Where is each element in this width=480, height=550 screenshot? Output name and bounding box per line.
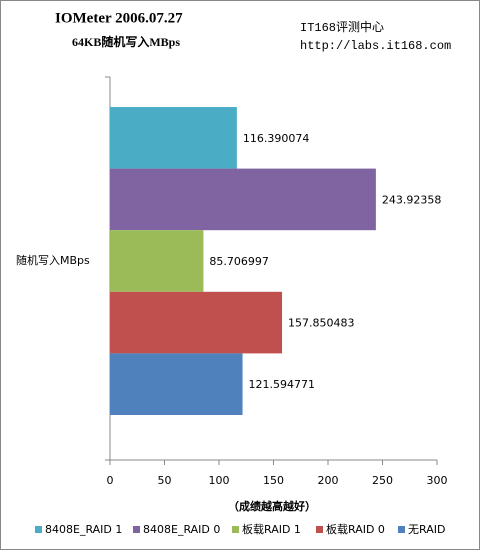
x-tick-label: 300: [427, 474, 448, 487]
x-tick-label: 50: [158, 474, 172, 487]
x-tick-label: 250: [372, 474, 393, 487]
chart-title: IOMeter 2006.07.27: [55, 10, 183, 26]
data-label: 157.850483: [288, 317, 354, 330]
data-label: 85.706997: [209, 255, 269, 268]
chart-subtitle: 64KB随机写入MBps: [72, 34, 180, 49]
annotation: IT168评测中心: [300, 19, 384, 35]
legend-label: 8408E_RAID 1: [45, 523, 122, 536]
bar: [110, 230, 204, 292]
bar: [110, 107, 237, 169]
legend-swatch: [35, 526, 42, 533]
data-label: 116.390074: [243, 132, 309, 145]
x-tick-label: 100: [209, 474, 230, 487]
annotation: http://labs.it168.com: [300, 39, 451, 53]
legend-label: 8408E_RAID 0: [143, 523, 220, 536]
x-axis-label: （成绩越高越好）: [228, 499, 316, 513]
legend-label: 板载RAID 1: [242, 522, 301, 536]
bar: [110, 168, 376, 231]
legend-swatch: [398, 526, 405, 533]
legend-swatch: [133, 526, 140, 533]
x-tick-label: 150: [263, 474, 284, 487]
legend-label: 无RAID: [408, 523, 445, 536]
x-tick-label: 200: [318, 474, 339, 487]
bar: [110, 291, 283, 354]
y-tick-label: 随机写入MBps: [16, 253, 90, 267]
x-tick-label: 0: [107, 474, 114, 487]
legend-label: 板载RAID 0: [326, 522, 385, 536]
legend-swatch: [232, 526, 239, 533]
data-label: 243.92358: [382, 193, 442, 206]
legend-swatch: [316, 526, 323, 533]
bar: [110, 353, 243, 415]
data-label: 121.594771: [249, 378, 315, 391]
